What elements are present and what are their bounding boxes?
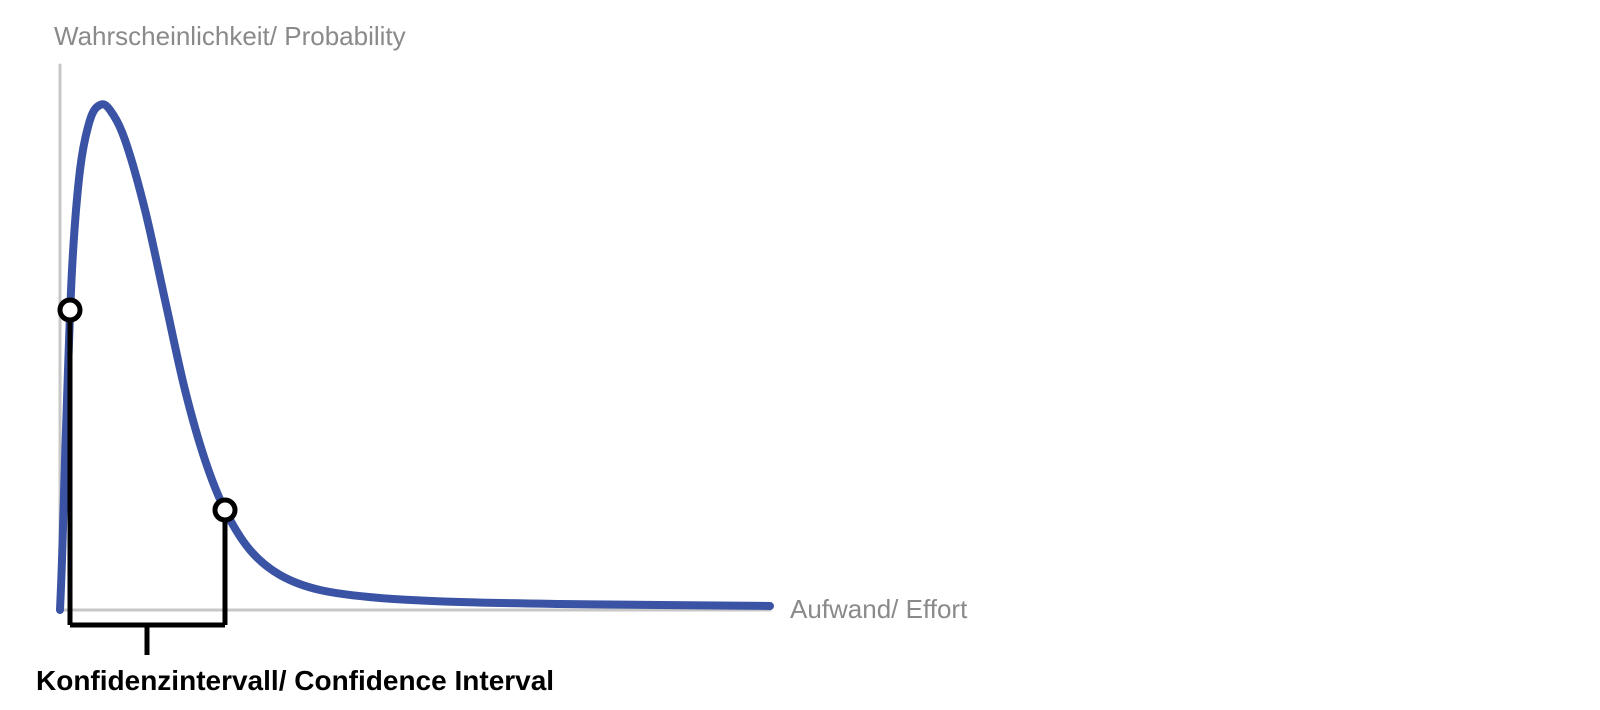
y-axis-label: Wahrscheinlichkeit/ Probability [54,21,406,51]
distribution-chart: Wahrscheinlichkeit/ Probability Aufwand/ … [0,0,1600,710]
x-axis-label: Aufwand/ Effort [790,594,968,624]
chart-svg: Wahrscheinlichkeit/ Probability Aufwand/ … [0,0,1600,710]
confidence-interval-label: Konfidenzintervall/ Confidence Interval [36,665,554,696]
ci-left-marker [60,300,80,320]
ci-right-marker [215,500,235,520]
